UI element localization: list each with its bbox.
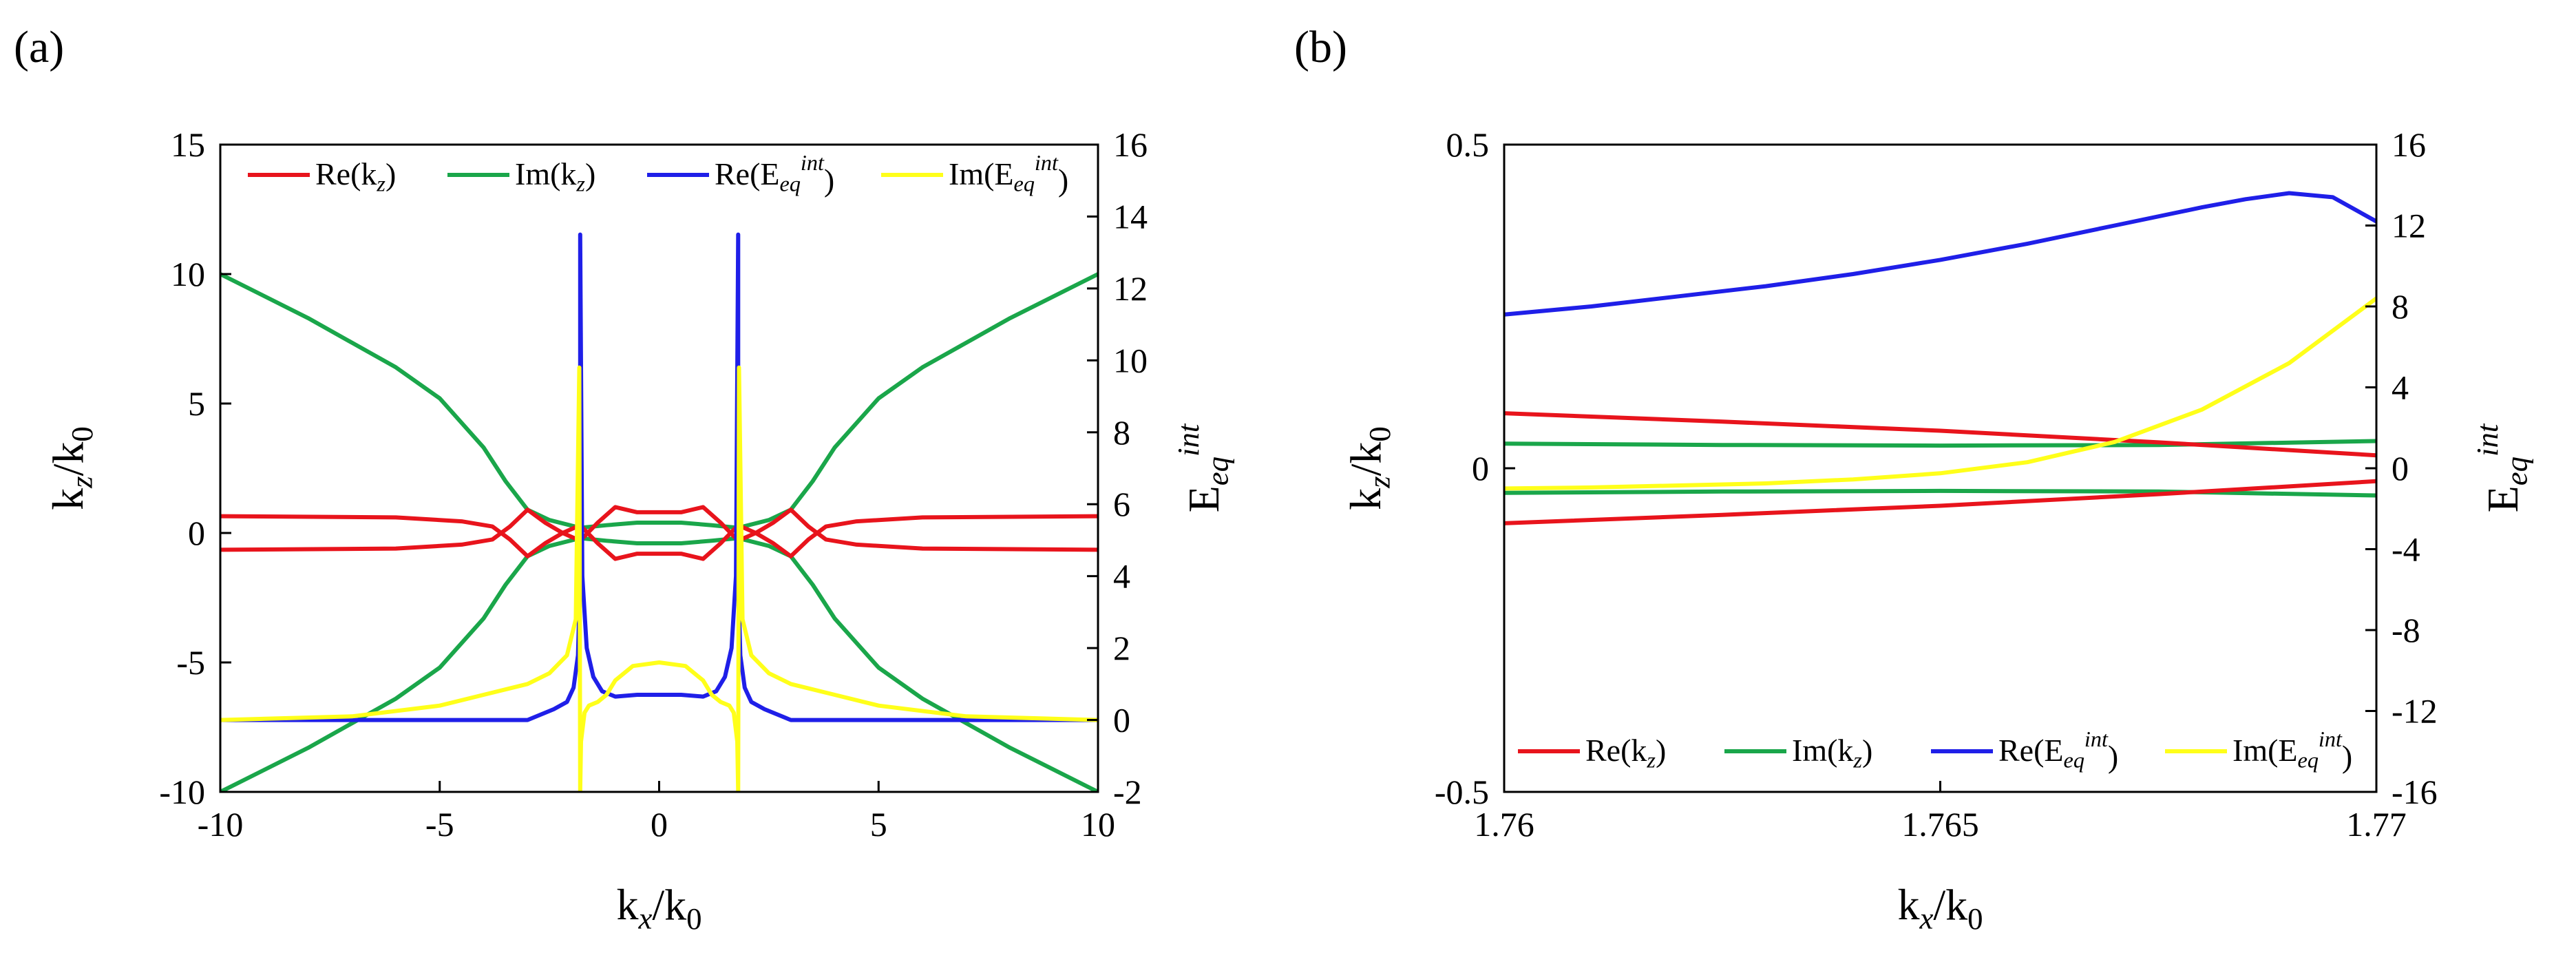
y-tick-label: -0.5 [1435,773,1489,811]
y-tick-label: 5 [188,384,205,423]
y-tick-label: 10 [171,255,205,293]
y-tick-label: 0 [188,514,205,552]
series-line-re-e-eq-int-1 [1504,191,2376,317]
legend-label: Re(kz) [315,156,396,196]
x-tick-label: 10 [1081,805,1115,844]
y2-tick-label: 4 [2392,368,2409,407]
x-axis-label: kx/k0 [616,880,701,936]
x-tick-label: 1.77 [2346,805,2407,844]
y2-tick-label: 12 [2392,207,2426,245]
series-line-im-e-eq-int-1 [220,365,1098,792]
legend: Re(kz) Im(kz) Re(Eeqint) Im(Eeqint) [1518,726,2352,774]
y2-tick-label: 0 [1113,701,1130,740]
y-tick-label: 0 [1472,449,1489,488]
series-line-im-k-z-1 [220,272,1098,530]
y2-tick-label: 8 [1113,413,1130,452]
legend-label: Im(kz) [1792,733,1872,773]
x-tick-label: -5 [425,805,454,844]
y2-tick-label: 8 [2392,287,2409,326]
chart-panel-a: -10 -5 0 5 10 -10 -5 0 5 10 15 -2 0 2 4 6 8 10 12 14 16 kx/k0… [14,22,1234,936]
y-tick-label: 15 [171,125,205,164]
series-line-re-e-eq-int-1 [220,232,1098,722]
y2-tick-label: 16 [2392,125,2426,164]
y2-axis-label: Eeqint [2470,423,2534,512]
legend-label: Re(kz) [1585,733,1666,773]
legend-label: Re(Eeqint) [1998,726,2118,774]
series-line-re-k-z-1 [220,514,1098,561]
x-tick-label: 1.76 [1474,805,1534,844]
y-axis-label: kz/k0 [43,426,99,510]
x-tick-label: 1.765 [1901,805,1979,844]
plot-area [1504,191,2376,525]
y-tick-label: 0.5 [1446,125,1490,164]
y-axis-label: kz/k0 [1341,426,1397,510]
y2-tick-label: 12 [1113,269,1148,308]
x-axis-label: kx/k0 [1897,880,1983,936]
y2-tick-label: -4 [2392,530,2420,569]
legend-label: Im(kz) [515,156,595,196]
series-line-re-k-z-2 [220,505,1098,552]
legend: Re(kz) Im(kz) Re(Eeqint) Im(Eeqint) [248,150,1068,198]
legend-label: Re(Eeqint) [715,150,834,198]
y2-tick-label: 2 [1113,629,1130,667]
chart-panel-b: 1.76 1.765 1.77 -0.5 0 0.5 -16 -12 -8 -4 0 4 8 12 16 kx… [1294,22,2533,936]
plot-frame [1503,143,2378,793]
plot-area [220,232,1098,792]
y2-tick-label: 6 [1113,485,1130,523]
series-line-im-k-z-2 [1504,488,2376,498]
panel-label: (a) [14,22,64,72]
y-tick-label: -5 [176,643,205,682]
y2-tick-label: -12 [2392,692,2438,731]
series-line-im-k-z-1 [1504,439,2376,448]
series-line-re-k-z-2 [1504,479,2376,525]
legend-label: Im(Eeqint) [949,150,1068,198]
x-tick-label: 0 [651,805,668,844]
series-line-re-k-z-1 [1504,411,2376,458]
y2-tick-label: -8 [2392,611,2420,649]
y2-tick-label: -2 [1113,773,1142,811]
y2-tick-label: -16 [2392,773,2438,811]
x-tick-label: -10 [198,805,244,844]
y2-axis-label: Eeqint [1171,423,1235,512]
series-line-im-e-eq-int-1 [1504,296,2376,491]
series-line-im-k-z-2 [220,536,1098,792]
legend-label: Im(Eeqint) [2232,726,2352,774]
x-tick-label: 5 [870,805,887,844]
y-tick-label: -10 [159,773,205,811]
y2-tick-label: 14 [1113,197,1148,236]
y2-tick-label: 4 [1113,557,1130,596]
y2-tick-label: 10 [1113,341,1148,379]
y2-tick-label: 0 [2392,449,2409,488]
y2-tick-label: 16 [1113,125,1148,164]
panel-label: (b) [1294,22,1347,72]
